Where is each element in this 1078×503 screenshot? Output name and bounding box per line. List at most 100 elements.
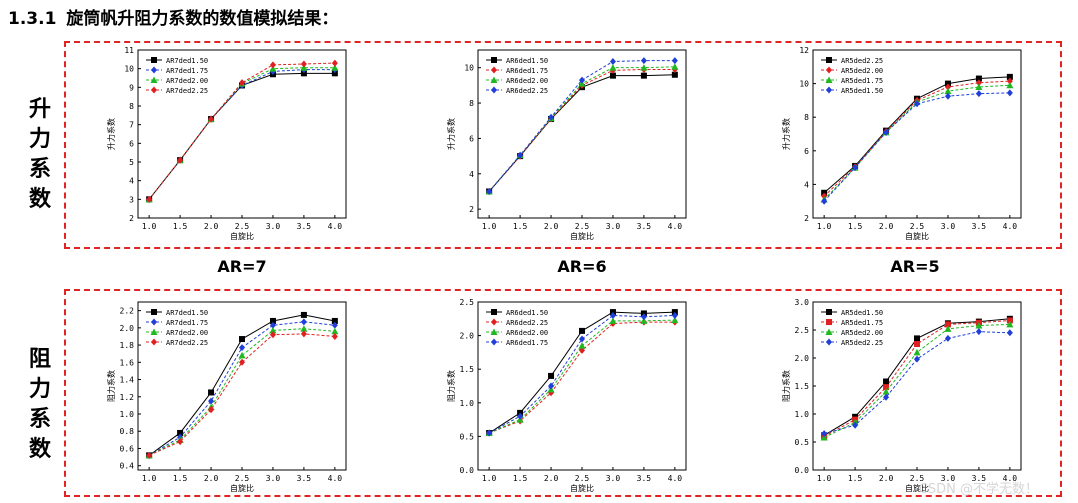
x-tick-label: 1.0 <box>817 474 832 483</box>
y-tick-label: 2 <box>129 214 134 223</box>
data-point <box>578 342 586 349</box>
y-tick-label: 8 <box>469 99 474 108</box>
data-point <box>640 317 648 324</box>
data-point <box>146 195 153 203</box>
x-tick-label: 3.0 <box>266 222 281 231</box>
y-tick-label: 10 <box>464 64 474 73</box>
x-tick-label: 1.0 <box>482 222 497 231</box>
legend-marker <box>826 309 832 315</box>
y-tick-label: 1.8 <box>120 341 135 350</box>
x-axis-label: 自旋比 <box>905 231 929 240</box>
data-point <box>548 372 555 379</box>
data-point <box>640 72 647 79</box>
data-point <box>883 393 890 401</box>
data-point <box>239 358 245 366</box>
data-point <box>821 197 828 205</box>
data-point <box>883 384 890 391</box>
x-tick-label: 4.0 <box>668 474 683 483</box>
data-point <box>914 355 920 363</box>
data-point <box>609 64 617 71</box>
legend-marker <box>825 328 833 335</box>
lift-frame <box>64 41 1062 249</box>
data-point <box>975 328 982 336</box>
data-point <box>609 57 616 65</box>
y-tick-label: 0.5 <box>795 438 810 447</box>
x-tick-label: 3.5 <box>972 474 987 483</box>
section-number: 1.3.1 <box>8 9 57 29</box>
plot-frame <box>812 49 1022 219</box>
legend-marker <box>151 318 157 326</box>
lift-label-char: 系 <box>28 157 51 182</box>
ar-label-6: AR=6 <box>557 257 607 276</box>
lift-chart-ar6: 2 4 6 8 10 1.0 1.5 2.0 2.5 3.0 3.5 4.0 自旋比 升力系数 AR6ded… <box>440 44 690 241</box>
plot-frame <box>477 301 687 471</box>
drag-chart-ar5: 0.0 0.5 1.0 1.5 2.0 2.5 3.0 1.0 1.5 2.0 2.5 3.0 3.5 4… <box>775 296 1025 493</box>
x-tick-label: 3.0 <box>941 474 956 483</box>
legend-marker <box>491 86 497 94</box>
data-point <box>269 61 276 69</box>
legend-label: AR7ded2.25 <box>166 339 208 347</box>
legend-marker <box>825 76 833 83</box>
x-tick-label: 3.0 <box>266 474 281 483</box>
plot-frame <box>812 301 1022 471</box>
data-point <box>177 429 184 436</box>
legend-label: AR7ded2.00 <box>166 329 208 337</box>
data-point <box>821 430 828 438</box>
data-point <box>883 128 890 136</box>
x-tick-label: 2.0 <box>544 222 559 231</box>
data-point <box>517 151 524 159</box>
legend-marker <box>490 76 498 83</box>
y-axis-label: 阻力系数 <box>446 370 456 402</box>
y-axis-label: 阻力系数 <box>781 370 791 402</box>
y-tick-label: 4 <box>804 180 809 189</box>
legend-marker <box>151 338 157 346</box>
legend-marker <box>490 328 498 335</box>
data-point <box>331 64 339 71</box>
y-tick-label: 2.0 <box>460 332 475 341</box>
data-point <box>146 451 153 459</box>
x-axis-label: 自旋比 <box>905 483 929 492</box>
data-point <box>331 59 338 67</box>
y-tick-label: 1.5 <box>460 365 475 374</box>
data-point <box>548 382 555 390</box>
data-point <box>975 79 982 87</box>
data-point <box>300 325 308 332</box>
legend-marker <box>826 66 832 74</box>
data-point <box>177 156 184 164</box>
data-point <box>975 83 983 90</box>
watermark: CSDN @不学无数！ <box>918 482 1038 497</box>
data-point <box>640 313 647 321</box>
data-point <box>671 316 679 324</box>
y-tick-label: 6 <box>469 134 474 143</box>
y-tick-label: 1.4 <box>120 376 135 385</box>
data-point <box>300 318 307 326</box>
drag-row-label: 阻 力 系 数 <box>22 345 58 465</box>
y-tick-label: 3 <box>129 195 134 204</box>
y-tick-label: 2.5 <box>460 298 475 307</box>
x-tick-label: 3.0 <box>606 474 621 483</box>
section-title: 旋筒帆升阻力系数的数值模拟结果： <box>66 9 339 29</box>
data-point <box>944 92 951 100</box>
y-tick-label: 0.6 <box>120 444 135 453</box>
y-tick-label: 0.0 <box>795 466 810 475</box>
data-point <box>671 63 679 70</box>
y-tick-label: 2.2 <box>120 307 135 316</box>
data-point <box>914 100 920 108</box>
data-point <box>914 335 920 342</box>
data-point <box>944 83 951 91</box>
y-tick-label: 1.0 <box>460 399 475 408</box>
lift-row-label: 升 力 系 数 <box>22 95 58 215</box>
legend-marker <box>826 338 832 346</box>
y-tick-label: 10 <box>124 65 134 74</box>
data-point <box>269 326 277 334</box>
x-tick-label: 3.5 <box>297 222 312 231</box>
data-point <box>208 389 215 396</box>
data-point <box>579 327 585 334</box>
x-tick-label: 3.0 <box>606 222 621 231</box>
x-tick-label: 3.5 <box>297 474 312 483</box>
data-point <box>269 317 276 324</box>
data-point <box>548 113 555 121</box>
y-tick-label: 2 <box>804 214 809 223</box>
data-point <box>975 90 982 98</box>
drag-label-char: 数 <box>28 437 51 462</box>
